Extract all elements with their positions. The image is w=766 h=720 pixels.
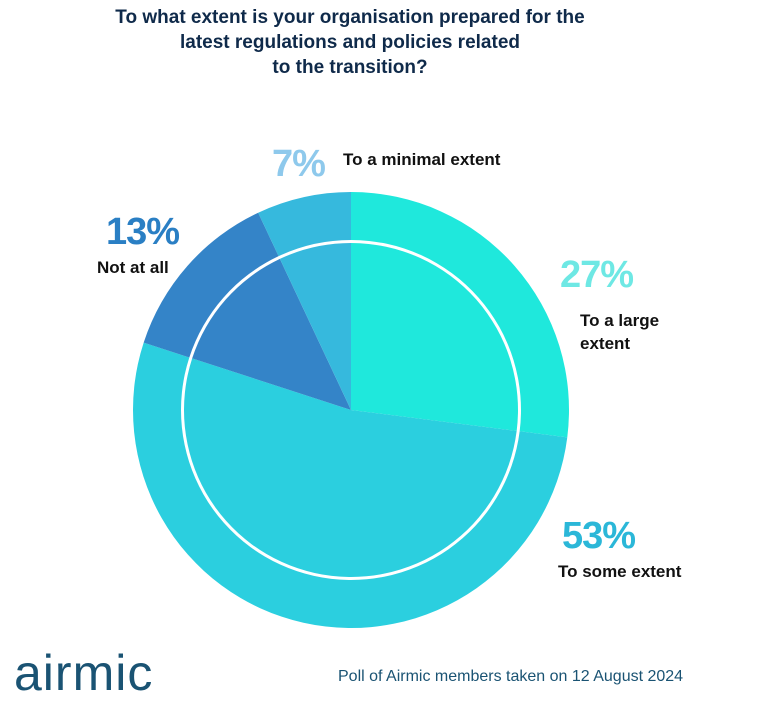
chart-title-line-2: latest regulations and policies related <box>180 32 520 53</box>
slice-label-large-line-2: extent <box>580 334 630 353</box>
slice-label-notatall: Not at all <box>97 258 169 277</box>
slice-label-minimal: To a minimal extent <box>343 150 501 169</box>
outer-ring <box>132 192 569 629</box>
slice-label-some: To some extent <box>558 562 682 581</box>
pie-slice-large <box>351 243 518 431</box>
pct-label-some: 53% <box>562 515 635 557</box>
chart-title-line-1: To what extent is your organisation prep… <box>115 7 585 28</box>
ring-segment-some <box>132 342 568 629</box>
pct-label-notatall: 13% <box>106 211 179 253</box>
inner-pie <box>183 243 518 577</box>
slice-label-large-line-1: To a large <box>580 311 659 330</box>
airmic-logo: airmic <box>14 645 154 701</box>
pie-slice-minimal <box>279 243 351 410</box>
pie-slice-some <box>183 358 517 577</box>
poll-footnote: Poll of Airmic members taken on 12 Augus… <box>338 668 684 685</box>
ring-segment-notatall <box>143 212 279 358</box>
ring-segment-minimal <box>258 192 351 257</box>
chart-title-line-3: to the transition? <box>272 57 428 78</box>
ring-segment-large <box>351 192 569 438</box>
chart-title: To what extent is your organisation prep… <box>40 5 660 80</box>
pie-slice-notatall <box>192 258 351 410</box>
pct-label-large: 27% <box>560 254 633 296</box>
pct-label-minimal: 7% <box>272 143 325 185</box>
